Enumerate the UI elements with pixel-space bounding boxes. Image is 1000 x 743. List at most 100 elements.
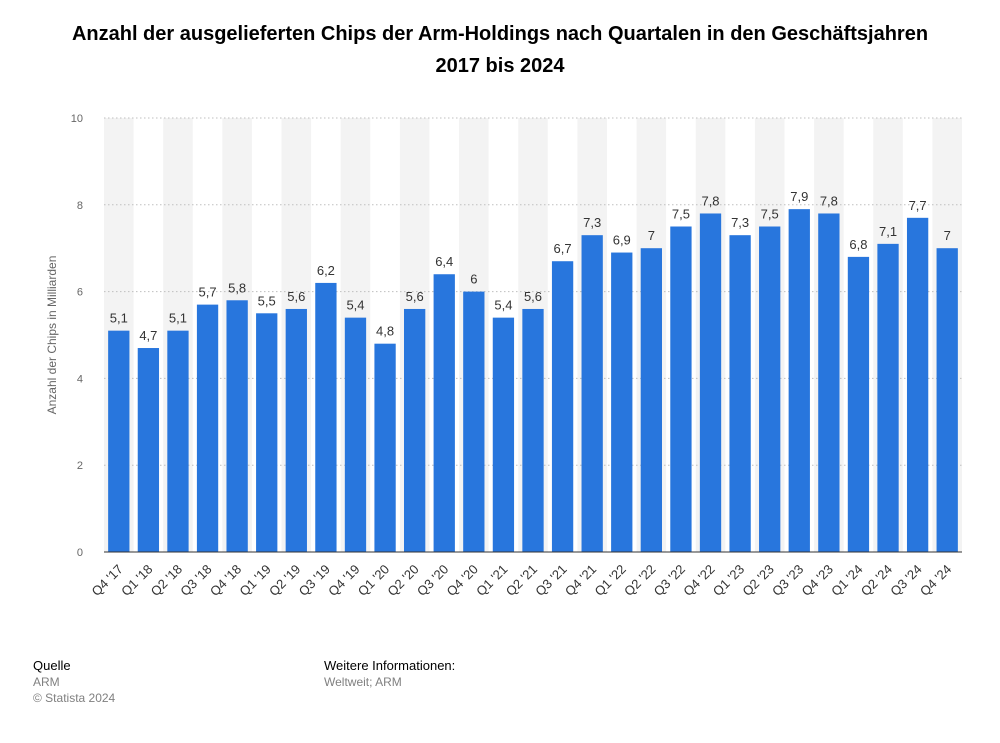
x-tick-label: Q3 '23 bbox=[769, 562, 806, 599]
x-tick-label: Q2 '18 bbox=[148, 562, 185, 599]
bar-value-label: 4,7 bbox=[139, 328, 157, 343]
bar-value-label: 5,1 bbox=[169, 311, 187, 326]
source-heading: Quelle bbox=[33, 658, 71, 673]
x-tick-label: Q4 '21 bbox=[562, 562, 599, 599]
source-value: ARM bbox=[33, 675, 60, 689]
bar[interactable] bbox=[581, 235, 603, 552]
bar[interactable] bbox=[906, 217, 929, 552]
bar[interactable] bbox=[315, 282, 337, 552]
bar[interactable] bbox=[670, 226, 692, 553]
bar-value-label: 7,5 bbox=[672, 207, 690, 222]
bar[interactable] bbox=[137, 348, 160, 552]
bars bbox=[108, 209, 958, 553]
x-tick-label: Q4 '24 bbox=[917, 562, 954, 599]
bar[interactable] bbox=[640, 248, 662, 552]
x-tick-label: Q3 '22 bbox=[651, 562, 688, 599]
bar-value-label: 7 bbox=[648, 228, 655, 243]
bar[interactable] bbox=[404, 308, 426, 552]
info-heading: Weitere Informationen: bbox=[324, 658, 456, 673]
x-tick-label: Q4 '18 bbox=[207, 562, 244, 599]
bar-value-label: 5,6 bbox=[524, 289, 542, 304]
x-tick-label: Q2 '21 bbox=[503, 562, 540, 599]
bar-value-label: 5,6 bbox=[406, 289, 424, 304]
bar[interactable] bbox=[699, 213, 722, 553]
value-labels: 5,1 4,7 5,1 5,7 5,8 5,5 5,6 6,2 5,4 4,8 5,6 6,4 6 5,4… bbox=[110, 189, 951, 343]
bar[interactable] bbox=[551, 261, 574, 552]
x-tick-label: Q2 '22 bbox=[621, 562, 658, 599]
bar[interactable] bbox=[196, 304, 219, 552]
x-tick-label: Q2 '24 bbox=[858, 562, 895, 599]
bar-value-label: 6,7 bbox=[554, 241, 572, 256]
bar-value-label: 5,5 bbox=[258, 293, 276, 308]
bar-value-label: 7,8 bbox=[701, 193, 719, 208]
x-tick-label: Q1 '18 bbox=[118, 562, 155, 599]
x-tick-label: Q3 '19 bbox=[296, 562, 333, 599]
x-tick-label: Q4 '20 bbox=[444, 562, 481, 599]
x-tick-label: Q3 '18 bbox=[177, 562, 214, 599]
x-tick-label: Q1 '21 bbox=[473, 562, 510, 599]
x-tick-label: Q1 '24 bbox=[828, 562, 865, 599]
x-tick-label: Q4 '17 bbox=[89, 562, 126, 599]
info-block: Weitere Informationen: Weltweit; ARM bbox=[324, 658, 455, 690]
bar[interactable] bbox=[522, 308, 544, 552]
x-tick-label: Q3 '24 bbox=[887, 562, 924, 599]
bar[interactable] bbox=[818, 213, 840, 553]
y-axis-ticks: 0 2 4 6 8 10 bbox=[71, 113, 83, 559]
bar-value-label: 5,8 bbox=[228, 280, 246, 295]
bar-value-label: 7,8 bbox=[820, 193, 838, 208]
bar-value-label: 7,5 bbox=[761, 207, 779, 222]
bar-value-label: 7,3 bbox=[731, 215, 749, 230]
bar[interactable] bbox=[759, 226, 781, 553]
bar-value-label: 7,9 bbox=[790, 189, 808, 204]
bar-value-label: 5,4 bbox=[346, 298, 364, 313]
bar-value-label: 5,1 bbox=[110, 311, 128, 326]
bar-value-label: 7,7 bbox=[909, 198, 927, 213]
bar[interactable] bbox=[877, 243, 899, 553]
bar-value-label: 7,1 bbox=[879, 224, 897, 239]
bar[interactable] bbox=[374, 343, 396, 552]
bar[interactable] bbox=[492, 317, 515, 552]
bar[interactable] bbox=[256, 313, 278, 552]
x-tick-label: Q1 '23 bbox=[710, 562, 747, 599]
info-value: Weltweit; ARM bbox=[324, 675, 402, 689]
x-tick-label: Q1 '19 bbox=[236, 562, 273, 599]
y-tick-label: 4 bbox=[77, 373, 83, 385]
bar[interactable] bbox=[226, 300, 248, 552]
bar-value-label: 6,2 bbox=[317, 263, 335, 278]
y-tick-label: 8 bbox=[77, 200, 83, 212]
bar[interactable] bbox=[729, 235, 751, 552]
bar-value-label: 6,8 bbox=[849, 237, 867, 252]
copyright: © Statista 2024 bbox=[33, 691, 116, 705]
bar[interactable] bbox=[611, 252, 633, 553]
bar[interactable] bbox=[433, 274, 455, 552]
source-block: Quelle ARM © Statista 2024 bbox=[33, 658, 115, 706]
bar[interactable] bbox=[285, 308, 307, 552]
x-tick-label: Q4 '22 bbox=[680, 562, 717, 599]
x-tick-label: Q4 '19 bbox=[325, 562, 362, 599]
x-tick-label: Q2 '23 bbox=[739, 562, 776, 599]
bar-value-label: 5,7 bbox=[199, 285, 217, 300]
bar[interactable] bbox=[788, 209, 810, 552]
bar[interactable] bbox=[847, 256, 870, 552]
bar[interactable] bbox=[344, 317, 367, 552]
bar-value-label: 5,6 bbox=[287, 289, 305, 304]
x-tick-label: Q1 '22 bbox=[591, 562, 628, 599]
chart-title: Anzahl der ausgelieferten Chips der Arm-… bbox=[71, 23, 929, 77]
y-tick-label: 2 bbox=[77, 460, 83, 472]
bar[interactable] bbox=[463, 291, 485, 552]
bar[interactable] bbox=[108, 330, 130, 552]
bar-value-label: 7,3 bbox=[583, 215, 601, 230]
x-tick-label: Q3 '21 bbox=[532, 562, 569, 599]
x-tick-label: Q4 '23 bbox=[799, 562, 836, 599]
x-tick-label: Q1 '20 bbox=[355, 562, 392, 599]
y-axis-label: Anzahl der Chips in Milliarden bbox=[45, 256, 59, 415]
y-tick-label: 6 bbox=[77, 287, 83, 299]
bar[interactable] bbox=[167, 330, 189, 552]
bar-value-label: 7 bbox=[944, 228, 951, 243]
bar[interactable] bbox=[936, 248, 958, 552]
bar-value-label: 6,9 bbox=[613, 233, 631, 248]
bar-value-label: 6,4 bbox=[435, 254, 453, 269]
y-tick-label: 0 bbox=[77, 547, 83, 559]
